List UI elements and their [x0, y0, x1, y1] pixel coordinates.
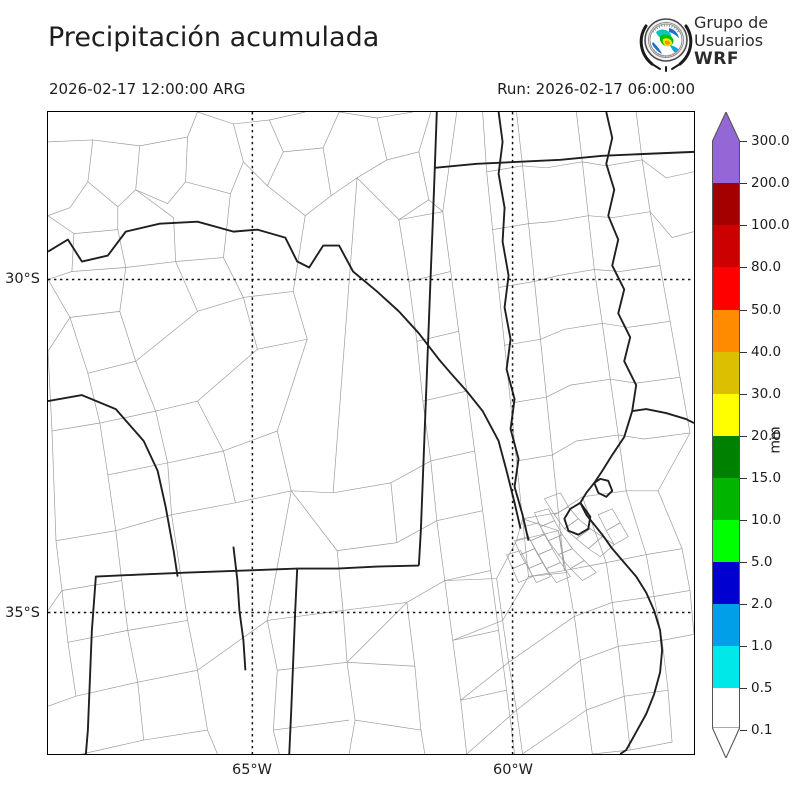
valid-time-label: 2026-02-17 12:00:00 ARG: [49, 80, 246, 98]
page-title: Precipitación acumulada: [48, 22, 380, 53]
province-boundaries: [48, 112, 694, 754]
y-axis-tick-35S: 35°S: [5, 605, 40, 621]
logo-line-3: WRF: [694, 49, 739, 69]
colorbar-segment-15.0-20.0: [713, 436, 739, 478]
colorbar-ticklabel-200.0: 200.0: [751, 175, 790, 191]
run-time-label: Run: 2026-02-17 06:00:00: [497, 80, 695, 98]
colorbar-segment-10.0-15.0: [713, 478, 739, 520]
colorbar-segment-50.0-80.0: [713, 267, 739, 310]
colorbar-gradient: [712, 141, 740, 730]
colorbar-segment-80.0-100.0: [713, 225, 739, 267]
colorbar-ticklabel-1.0: 1.0: [751, 638, 773, 654]
colorbar-segment-200.0-300.0: [713, 141, 739, 183]
colorbar-ticklabel-20.0: 20.0: [751, 428, 782, 444]
map-vector-layer: [48, 112, 694, 754]
colorbar-unit-label: mm: [767, 426, 784, 454]
colorbar-tick-0.1: [740, 730, 747, 731]
graticule: [48, 112, 694, 754]
colorbar-ticklabel-100.0: 100.0: [751, 217, 790, 233]
colorbar-tick-10.0: [740, 520, 747, 521]
colorbar-segment-1.0-2.0: [713, 604, 739, 646]
colorbar-tick-40.0: [740, 352, 747, 353]
colorbar-segment-20.0-30.0: [713, 394, 739, 436]
colorbar-ticklabel-80.0: 80.0: [751, 259, 782, 275]
colorbar-segment-0.5-1.0: [713, 646, 739, 688]
logo-text: Grupo de Usuarios WRF: [694, 13, 769, 69]
colorbar-tick-2.0: [740, 604, 747, 605]
y-axis-tick-30S: 30°S: [5, 271, 40, 287]
colorbar-segment-0.1-0.5: [713, 688, 739, 730]
colorbar-extend-min-arrow: [712, 727, 740, 758]
colorbar-extend-max-arrow: [712, 112, 740, 142]
colorbar-tick-15.0: [740, 478, 747, 479]
colorbar[interactable]: 300.0 200.0 100.0 80.0 50.0 40.0 30.0 20.0 15.0 1…: [712, 112, 790, 758]
colorbar-segment-30.0-40.0: [713, 352, 739, 394]
colorbar-tick-0.5: [740, 688, 747, 689]
logo-line-2: Usuarios: [694, 31, 764, 50]
x-axis-tick-65W: 65°W: [231, 762, 273, 778]
map-plot-area[interactable]: [47, 111, 695, 755]
colorbar-tick-30.0: [740, 394, 747, 395]
colorbar-ticklabel-30.0: 30.0: [751, 386, 782, 402]
colorbar-tick-50.0: [740, 310, 747, 311]
colorbar-ticklabel-0.1: 0.1: [751, 722, 773, 738]
colorbar-tick-300.0: [740, 141, 747, 142]
colorbar-segment-2.0-5.0: [713, 562, 739, 604]
colorbar-ticklabel-2.0: 2.0: [751, 596, 773, 612]
colorbar-ticklabel-40.0: 40.0: [751, 344, 782, 360]
wrf-user-group-logo: Grupo de Usuarios WRF: [636, 12, 796, 74]
colorbar-ticklabel-50.0: 50.0: [751, 302, 782, 318]
colorbar-tick-200.0: [740, 183, 747, 184]
colorbar-ticklabel-15.0: 15.0: [751, 470, 782, 486]
colorbar-tick-20.0: [740, 436, 747, 437]
department-boundaries: [48, 112, 694, 754]
colorbar-segment-5.0-10.0: [713, 520, 739, 562]
colorbar-tick-80.0: [740, 267, 747, 268]
logo-line-1: Grupo de: [694, 13, 769, 32]
colorbar-segment-40.0-50.0: [713, 310, 739, 352]
x-axis-tick-60W: 60°W: [492, 762, 534, 778]
wrf-globe-emblem-icon: [639, 18, 693, 72]
colorbar-ticklabel-300.0: 300.0: [751, 133, 790, 149]
colorbar-tick-100.0: [740, 225, 747, 226]
colorbar-tick-5.0: [740, 562, 747, 563]
colorbar-ticklabel-5.0: 5.0: [751, 554, 773, 570]
colorbar-tick-1.0: [740, 646, 747, 647]
colorbar-segment-100.0-200.0: [713, 183, 739, 225]
colorbar-ticklabel-0.5: 0.5: [751, 680, 773, 696]
colorbar-ticklabel-10.0: 10.0: [751, 512, 782, 528]
